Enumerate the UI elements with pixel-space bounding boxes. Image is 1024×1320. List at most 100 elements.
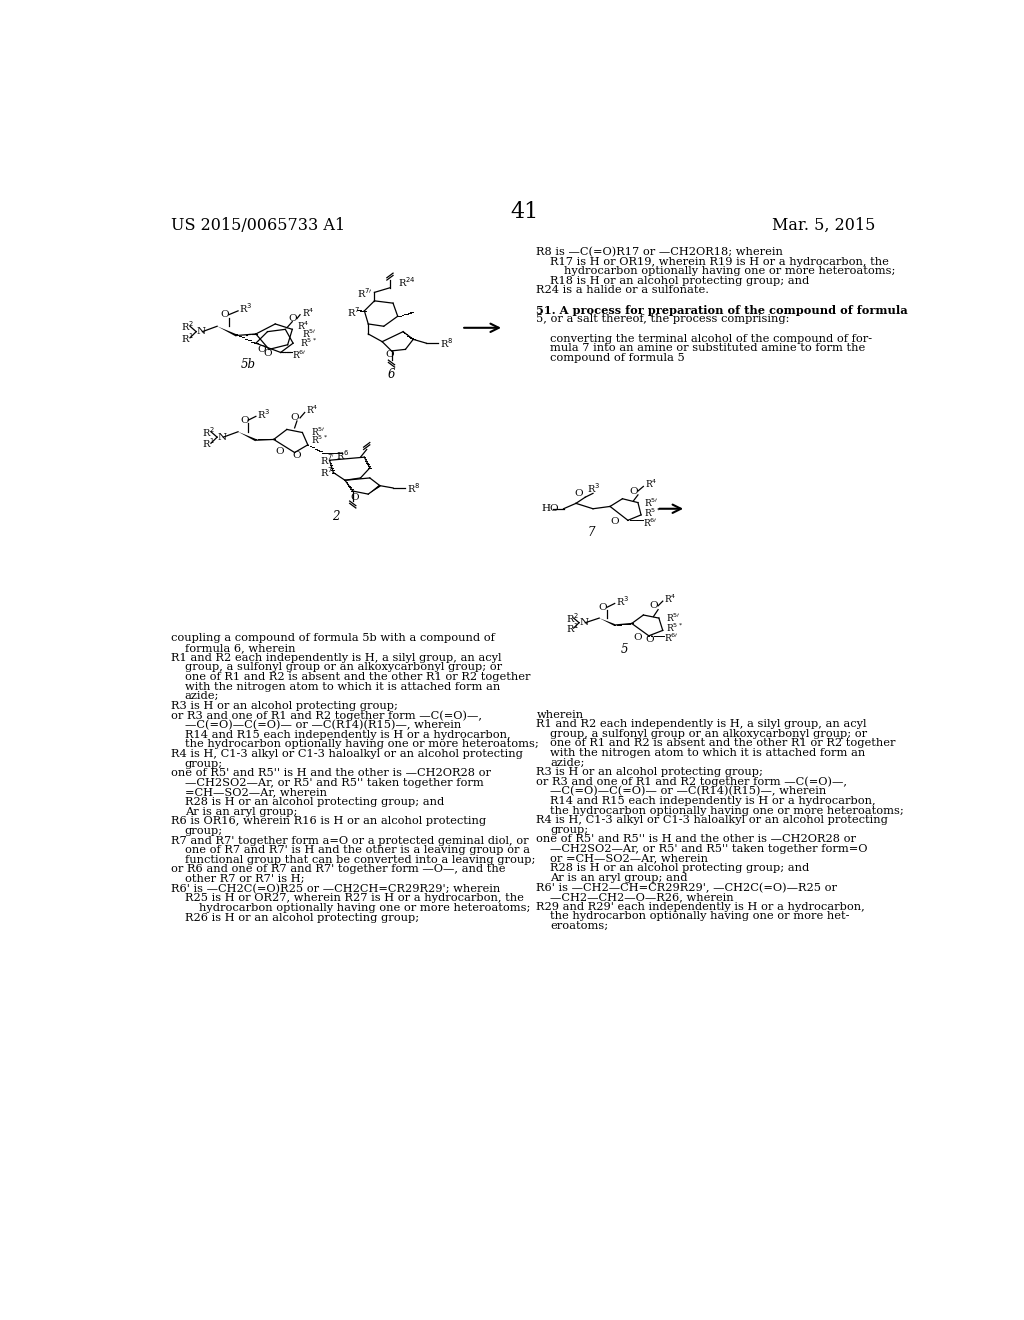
- Text: N: N: [197, 327, 206, 337]
- Text: 2: 2: [332, 511, 339, 523]
- Text: R28 is H or an alcohol protecting group; and: R28 is H or an alcohol protecting group;…: [184, 797, 443, 807]
- Text: or R3 and one of R1 and R2 together form —C(=O)—,: or R3 and one of R1 and R2 together form…: [171, 710, 481, 721]
- Text: group;: group;: [184, 826, 222, 836]
- Text: R14 and R15 each independently is H or a hydrocarbon,: R14 and R15 each independently is H or a…: [550, 796, 876, 807]
- Text: O: O: [386, 350, 394, 359]
- Text: —C(=O)—C(=O)— or —C(R14)(R15)—, wherein: —C(=O)—C(=O)— or —C(R14)(R15)—, wherein: [184, 721, 461, 730]
- Text: R$^{5\prime}$: R$^{5\prime}$: [666, 612, 680, 624]
- Text: R$^8$: R$^8$: [439, 337, 453, 350]
- Text: R$^4$: R$^4$: [302, 306, 314, 318]
- Text: O: O: [574, 488, 584, 498]
- Text: R3 is H or an alcohol protecting group;: R3 is H or an alcohol protecting group;: [171, 701, 397, 711]
- Text: R1 and R2 each independently is H, a silyl group, an acyl: R1 and R2 each independently is H, a sil…: [171, 653, 501, 663]
- Text: O: O: [257, 345, 265, 354]
- Polygon shape: [238, 432, 256, 441]
- Text: R14 and R15 each independently is H or a hydrocarbon,: R14 and R15 each independently is H or a…: [184, 730, 510, 739]
- Text: Mar. 5, 2015: Mar. 5, 2015: [772, 216, 876, 234]
- Text: O: O: [649, 602, 657, 610]
- Text: R$^3$: R$^3$: [616, 594, 630, 609]
- Text: R$^{5\prime}$: R$^{5\prime}$: [311, 425, 326, 438]
- Text: N: N: [579, 618, 588, 627]
- Text: eroatoms;: eroatoms;: [550, 921, 608, 931]
- Text: O: O: [275, 446, 285, 455]
- Text: one of R1 and R2 is absent and the other R1 or R2 together: one of R1 and R2 is absent and the other…: [184, 672, 530, 682]
- Text: one of R1 and R2 is absent and the other R1 or R2 together: one of R1 and R2 is absent and the other…: [550, 738, 896, 748]
- Text: R$^{5*}$: R$^{5*}$: [644, 507, 662, 519]
- Text: R$^{5*}$: R$^{5*}$: [300, 337, 317, 350]
- Text: 5, or a salt thereof, the process comprising:: 5, or a salt thereof, the process compri…: [537, 314, 790, 325]
- Text: O: O: [293, 451, 301, 461]
- Text: O: O: [240, 416, 249, 425]
- Text: R$^2$: R$^2$: [180, 319, 194, 333]
- Text: the hydrocarbon optionally having one or more heteroatoms;: the hydrocarbon optionally having one or…: [184, 739, 539, 750]
- Text: O: O: [351, 492, 359, 502]
- Text: R3 is H or an alcohol protecting group;: R3 is H or an alcohol protecting group;: [537, 767, 763, 777]
- Text: group;: group;: [184, 759, 222, 768]
- Text: O: O: [291, 413, 299, 422]
- Text: =CH—SO2—Ar, wherein: =CH—SO2—Ar, wherein: [184, 788, 327, 797]
- Text: R$^{6\prime}$: R$^{6\prime}$: [665, 632, 679, 644]
- Text: functional group that can be converted into a leaving group;: functional group that can be converted i…: [184, 855, 535, 865]
- Text: O: O: [629, 487, 638, 495]
- Text: hydrocarbon optionally having one or more heteroatoms;: hydrocarbon optionally having one or mor…: [564, 267, 896, 276]
- Text: R$^3$: R$^3$: [257, 407, 270, 421]
- Text: formula 6, wherein: formula 6, wherein: [184, 643, 295, 653]
- Text: 7: 7: [588, 525, 595, 539]
- Text: —CH2—CH2—O—R26, wherein: —CH2—CH2—O—R26, wherein: [550, 892, 734, 902]
- Text: R$^{6\prime}$: R$^{6\prime}$: [643, 516, 657, 529]
- Text: R28 is H or an alcohol protecting group; and: R28 is H or an alcohol protecting group;…: [550, 863, 810, 874]
- Text: —C(=O)—C(=O)— or —C(R14)(R15)—, wherein: —C(=O)—C(=O)— or —C(R14)(R15)—, wherein: [550, 787, 826, 797]
- Text: Ar is an aryl group;: Ar is an aryl group;: [184, 807, 297, 817]
- Text: R4 is H, C1-3 alkyl or C1-3 haloalkyl or an alcohol protecting: R4 is H, C1-3 alkyl or C1-3 haloalkyl or…: [171, 748, 522, 759]
- Text: R8 is —C(=O)R17 or —CH2OR18; wherein: R8 is —C(=O)R17 or —CH2OR18; wherein: [537, 247, 783, 257]
- Text: R$^4$: R$^4$: [306, 404, 318, 416]
- Text: R$^{6\prime}$: R$^{6\prime}$: [292, 348, 306, 360]
- Text: R$^6$: R$^6$: [336, 447, 349, 462]
- Text: R$^2$: R$^2$: [202, 425, 215, 438]
- Text: the hydrocarbon optionally having one or more het-: the hydrocarbon optionally having one or…: [550, 911, 850, 921]
- Text: 5: 5: [621, 643, 628, 656]
- Text: R$^4$: R$^4$: [665, 593, 677, 605]
- Text: R$^4$: R$^4$: [645, 478, 657, 490]
- Text: group, a sulfonyl group or an alkoxycarbonyl group; or: group, a sulfonyl group or an alkoxycarb…: [184, 663, 502, 672]
- Text: one of R5' and R5'' is H and the other is —CH2OR28 or: one of R5' and R5'' is H and the other i…: [171, 768, 490, 779]
- Polygon shape: [217, 326, 237, 337]
- Text: 51. A process for preparation of the compound of formula: 51. A process for preparation of the com…: [537, 305, 908, 315]
- Text: US 2015/0065733 A1: US 2015/0065733 A1: [171, 216, 345, 234]
- Text: O: O: [220, 310, 229, 319]
- Text: R$^{7'}$: R$^{7'}$: [321, 453, 335, 467]
- Text: 5b: 5b: [241, 358, 256, 371]
- Text: R7 and R7' together form a=O or a protected geminal diol, or: R7 and R7' together form a=O or a protec…: [171, 836, 528, 846]
- Text: with the nitrogen atom to which it is attached form an: with the nitrogen atom to which it is at…: [184, 681, 500, 692]
- Text: Ar is an aryl group; and: Ar is an aryl group; and: [550, 873, 688, 883]
- Polygon shape: [599, 618, 615, 626]
- Text: O: O: [289, 314, 297, 323]
- Text: R$^1$: R$^1$: [180, 331, 194, 345]
- Text: R18 is H or an alcohol protecting group; and: R18 is H or an alcohol protecting group;…: [550, 276, 810, 286]
- Text: or R6 and one of R7 and R7' together form —O—, and the: or R6 and one of R7 and R7' together for…: [171, 865, 505, 874]
- Text: —CH2SO2—Ar, or R5' and R5'' taken together form=O: —CH2SO2—Ar, or R5' and R5'' taken togeth…: [550, 843, 868, 854]
- Text: R$^7$: R$^7$: [321, 466, 334, 479]
- Text: the hydrocarbon optionally having one or more heteroatoms;: the hydrocarbon optionally having one or…: [550, 805, 904, 816]
- Text: R24 is a halide or a sulfonate.: R24 is a halide or a sulfonate.: [537, 285, 710, 296]
- Text: R$^1$: R$^1$: [202, 437, 215, 450]
- Text: R6' is —CH2C(=O)R25 or —CH2CH=CR29R29'; wherein: R6' is —CH2C(=O)R25 or —CH2CH=CR29R29'; …: [171, 884, 500, 894]
- Text: coupling a compound of formula 5b with a compound of: coupling a compound of formula 5b with a…: [171, 634, 495, 643]
- Text: R$^7$: R$^7$: [346, 305, 359, 319]
- Text: —CH2SO2—Ar, or R5' and R5'' taken together form: —CH2SO2—Ar, or R5' and R5'' taken togeth…: [184, 777, 483, 788]
- Text: azide;: azide;: [550, 758, 585, 767]
- Text: R$^{5*}$: R$^{5*}$: [311, 434, 328, 446]
- Text: R$^{5\prime}$: R$^{5\prime}$: [644, 496, 658, 508]
- Text: or =CH—SO2—Ar, wherein: or =CH—SO2—Ar, wherein: [550, 854, 709, 863]
- Text: O: O: [610, 517, 620, 527]
- Text: O: O: [634, 632, 642, 642]
- Text: one of R7 and R7' is H and the other is a leaving group or a: one of R7 and R7' is H and the other is …: [184, 845, 529, 855]
- Text: R$^1$: R$^1$: [566, 622, 579, 635]
- Text: group;: group;: [550, 825, 589, 834]
- Text: R$^{24}$: R$^{24}$: [397, 275, 416, 289]
- Text: R26 is H or an alcohol protecting group;: R26 is H or an alcohol protecting group;: [184, 912, 419, 923]
- Text: hydrocarbon optionally having one or more heteroatoms;: hydrocarbon optionally having one or mor…: [199, 903, 529, 913]
- Text: HO: HO: [541, 504, 559, 513]
- Text: with the nitrogen atom to which it is attached form an: with the nitrogen atom to which it is at…: [550, 748, 865, 758]
- Polygon shape: [369, 484, 381, 494]
